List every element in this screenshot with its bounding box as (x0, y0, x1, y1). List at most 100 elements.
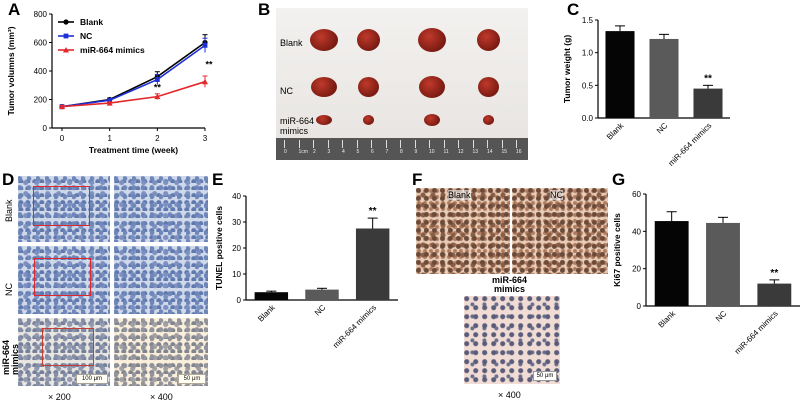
ruler-tick (327, 140, 329, 148)
tumor-weight-bar-chart: 0.0 0.5 1.0 1.5 Tumor weight (g) Blank NC ** miR… (562, 16, 730, 168)
legend-label: NC (80, 31, 92, 41)
panel-label-c: C (567, 0, 580, 19)
y-tick-label: 60 (632, 190, 641, 199)
legend-marker (63, 47, 69, 53)
tumor-specimen (476, 29, 500, 51)
ihc-mimics-400x: 50 μm (114, 318, 208, 386)
bar-0 (654, 221, 689, 306)
legend-marker (63, 33, 69, 39)
x-tick-label: 2 (155, 134, 160, 143)
zoom-region-box (34, 258, 91, 296)
ruler-mark: 5 (356, 149, 360, 155)
ruler: 0 1cm 2 3 4 5 6 7 8 9 10 11 12 13 14 15 16 (276, 138, 528, 160)
bar-1 (706, 222, 740, 306)
category-label: NC (313, 303, 328, 318)
ihc-blank-200x (18, 176, 110, 242)
x-tick-label: 0 (60, 134, 65, 143)
bar-2 (355, 228, 390, 300)
ruler-tick (487, 140, 488, 148)
ruler-mark: 7 (385, 149, 389, 155)
tumor-specimen (477, 77, 499, 97)
ruler-mark: 16 (516, 149, 522, 155)
y-tick-label: 0 (237, 296, 242, 305)
ruler-mark: 9 (414, 149, 418, 155)
ihc-nc-400x (114, 246, 208, 314)
ihc-image-grid: Blank NC miR-664 mimics 100 μm 50 μm × 2… (0, 170, 212, 405)
ruler-mark: 10 (429, 149, 435, 155)
data-point (202, 78, 208, 85)
ki67-label-nc: NC (550, 190, 563, 200)
tunel-bar-chart: 0 10 20 30 40 TUNEL positive cells Blank NC ** mi… (214, 192, 398, 350)
x-tick-label: 1 (107, 134, 112, 143)
tumor-specimen (356, 29, 380, 51)
ruler-mark: 11 (443, 149, 449, 155)
tumor-specimen (362, 115, 374, 125)
magnification-200: × 200 (48, 392, 71, 402)
y-axis-label: Tumor volumns (mm³) (6, 26, 16, 115)
ruler-mark: 0 (284, 149, 287, 155)
category-label: Blank (256, 302, 277, 323)
tumor-specimen (311, 77, 337, 97)
bar-2 (693, 88, 723, 118)
scale-bar-50um: 50 μm (178, 374, 206, 384)
ruler-tick (313, 140, 314, 148)
ihc-row-label-nc: NC (4, 283, 14, 296)
ihc-mimics-200x: 100 μm (18, 318, 110, 386)
y-axis-label: Ki67 positive cells (612, 213, 622, 287)
category-label: NC (655, 121, 670, 136)
y-tick-label: 30 (232, 218, 241, 227)
category-label: NC (714, 309, 729, 324)
ki67-ihc-images: Blank NC miR-664 mimics 50 μm × 400 (412, 170, 612, 405)
data-point (202, 42, 208, 48)
ki67-blank-image (416, 188, 510, 274)
ruler-mark: 3 (327, 149, 331, 155)
photo-row-label-blank: Blank (280, 38, 303, 48)
ki67-nc-image (512, 188, 608, 274)
bar-2 (757, 283, 792, 306)
bar-0 (605, 31, 635, 118)
scale-bar-50um-f: 50 μm (533, 371, 557, 381)
legend-marker (63, 19, 69, 25)
y-axis-label: TUNEL positive cells (214, 206, 224, 290)
y-tick-label: 40 (232, 192, 241, 201)
ruler-mark: 4 (342, 149, 345, 155)
category-label: Blank (657, 308, 678, 329)
tumor-volume-line-chart: 0 200 400 600 800 0 1 2 3 Treatment time (week) Tu… (6, 10, 213, 155)
panel-label-e: E (212, 170, 224, 189)
category-label: miR-664 mimics (667, 121, 714, 168)
ruler-mark: 6 (371, 149, 374, 155)
ruler-mark: 14 (487, 149, 493, 155)
ruler-tick (371, 140, 372, 148)
series-line-2 (61, 80, 206, 108)
ruler-mark: 2 (313, 149, 316, 155)
tumor-photo: Blank NC miR-664 mimics 0 1cm 2 3 4 5 6 7 8 9 10 11… (276, 8, 528, 160)
scale-bar-100um: 100 μm (76, 374, 108, 384)
ruler-tick (414, 140, 416, 148)
significance-marker: ** (369, 206, 377, 217)
ruler-tick (429, 140, 430, 148)
y-tick-label: 20 (232, 244, 241, 253)
ruler-mark: 8 (400, 149, 403, 155)
series-line-1 (61, 44, 206, 108)
bar-1 (649, 38, 679, 118)
y-tick-label: 0.5 (582, 81, 594, 90)
category-label: miR-664 mimics (733, 309, 780, 356)
ihc-row-label-blank: Blank (4, 199, 14, 222)
panel-label-d: D (2, 170, 15, 189)
y-tick-label: 1.0 (582, 49, 594, 58)
ruler-tick (501, 140, 503, 148)
panel-label-b: B (258, 0, 271, 19)
category-label: Blank (605, 120, 626, 141)
ruler-tick (298, 140, 300, 148)
y-tick-label: 800 (34, 10, 48, 19)
ki67-mimics-image: 50 μm (464, 296, 560, 384)
ruler-mark: 13 (472, 149, 479, 155)
ruler-mark: 1cm (298, 149, 308, 155)
significance-marker: ** (205, 60, 213, 70)
ruler-mark: 12 (458, 149, 464, 155)
zoom-region-box (42, 328, 94, 366)
significance-marker: ** (704, 73, 712, 84)
x-tick-label: 3 (203, 134, 208, 143)
ki67-label-blank: Blank (448, 190, 471, 200)
ihc-nc-200x (18, 246, 110, 314)
